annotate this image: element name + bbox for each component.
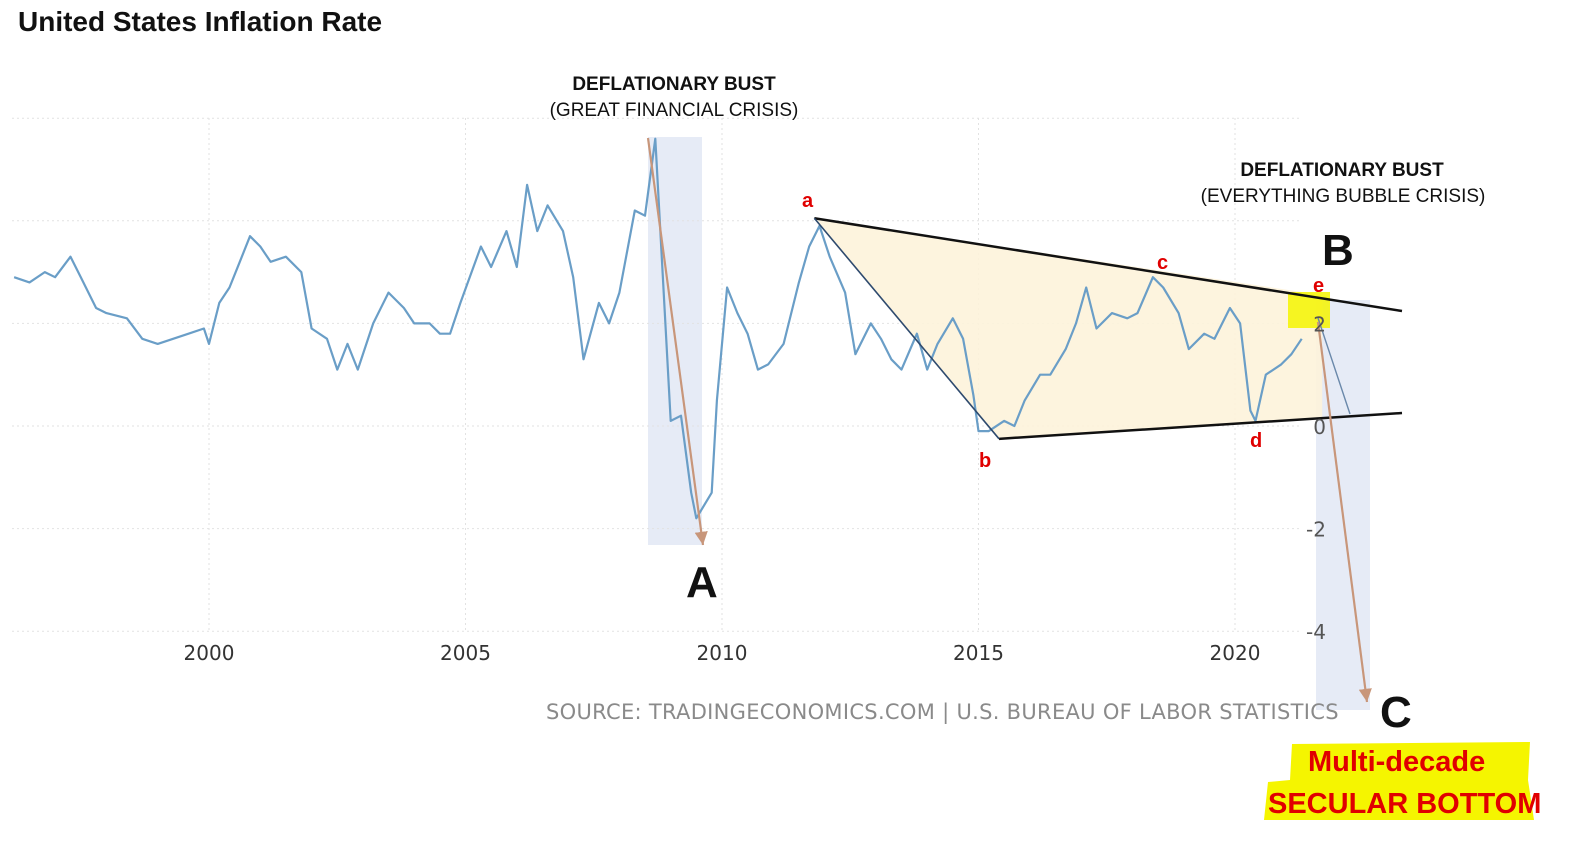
point-b-label: B xyxy=(1322,226,1354,275)
wave-c-label: c xyxy=(1157,252,1169,274)
series-layer xyxy=(13,137,1303,520)
secular-bottom-callout: Multi-decade SECULAR BOTTOM xyxy=(1262,740,1541,822)
callout-highlight xyxy=(1264,742,1534,820)
inflation-series-line xyxy=(13,137,1303,520)
overlay-layer xyxy=(646,137,1403,703)
wave-a-label: a xyxy=(802,190,814,212)
callout-line-1: Multi-decade xyxy=(1308,746,1486,778)
y-tick-label: -2 xyxy=(1306,518,1326,542)
gfc-heading: DEFLATIONARY BUST xyxy=(572,74,776,95)
wave-d-label: d xyxy=(1250,430,1263,452)
ebc-heading: DEFLATIONARY BUST xyxy=(1240,160,1444,181)
upper-trendline xyxy=(814,217,1403,313)
wave-e-label: e xyxy=(1313,275,1325,297)
x-tick-label: 2000 xyxy=(184,641,235,665)
lower-trendline xyxy=(998,411,1403,441)
triangle-fill xyxy=(814,218,1323,439)
y-tick-label: -4 xyxy=(1306,620,1326,644)
x-tick-label: 2010 xyxy=(697,641,748,665)
y-tick-label: 0 xyxy=(1313,415,1326,439)
wave-e-projection xyxy=(1317,317,1351,415)
ebc-subheading: (EVERYTHING BUBBLE CRISIS) xyxy=(1200,186,1486,207)
wave-ab-line xyxy=(813,217,1000,440)
arrow-to-c xyxy=(1316,321,1372,703)
y-tick-label: 2 xyxy=(1313,312,1326,336)
x-tick-label: 2020 xyxy=(1210,641,1261,665)
callout-line-2: SECULAR BOTTOM xyxy=(1268,788,1542,820)
x-tick-label: 2015 xyxy=(953,641,1004,665)
point-a-label: A xyxy=(686,558,718,607)
point-c-label: C xyxy=(1380,688,1412,737)
page-title: United States Inflation Rate xyxy=(18,6,383,37)
arrow-to-a xyxy=(646,137,708,546)
source-note: SOURCE: TRADINGECONOMICS.COM | U.S. BURE… xyxy=(546,700,1339,724)
triangle-layer xyxy=(814,218,1323,439)
wave-b-label: b xyxy=(979,450,992,472)
x-tick-label: 2005 xyxy=(440,641,491,665)
gfc-subheading: (GREAT FINANCIAL CRISIS) xyxy=(549,100,799,121)
